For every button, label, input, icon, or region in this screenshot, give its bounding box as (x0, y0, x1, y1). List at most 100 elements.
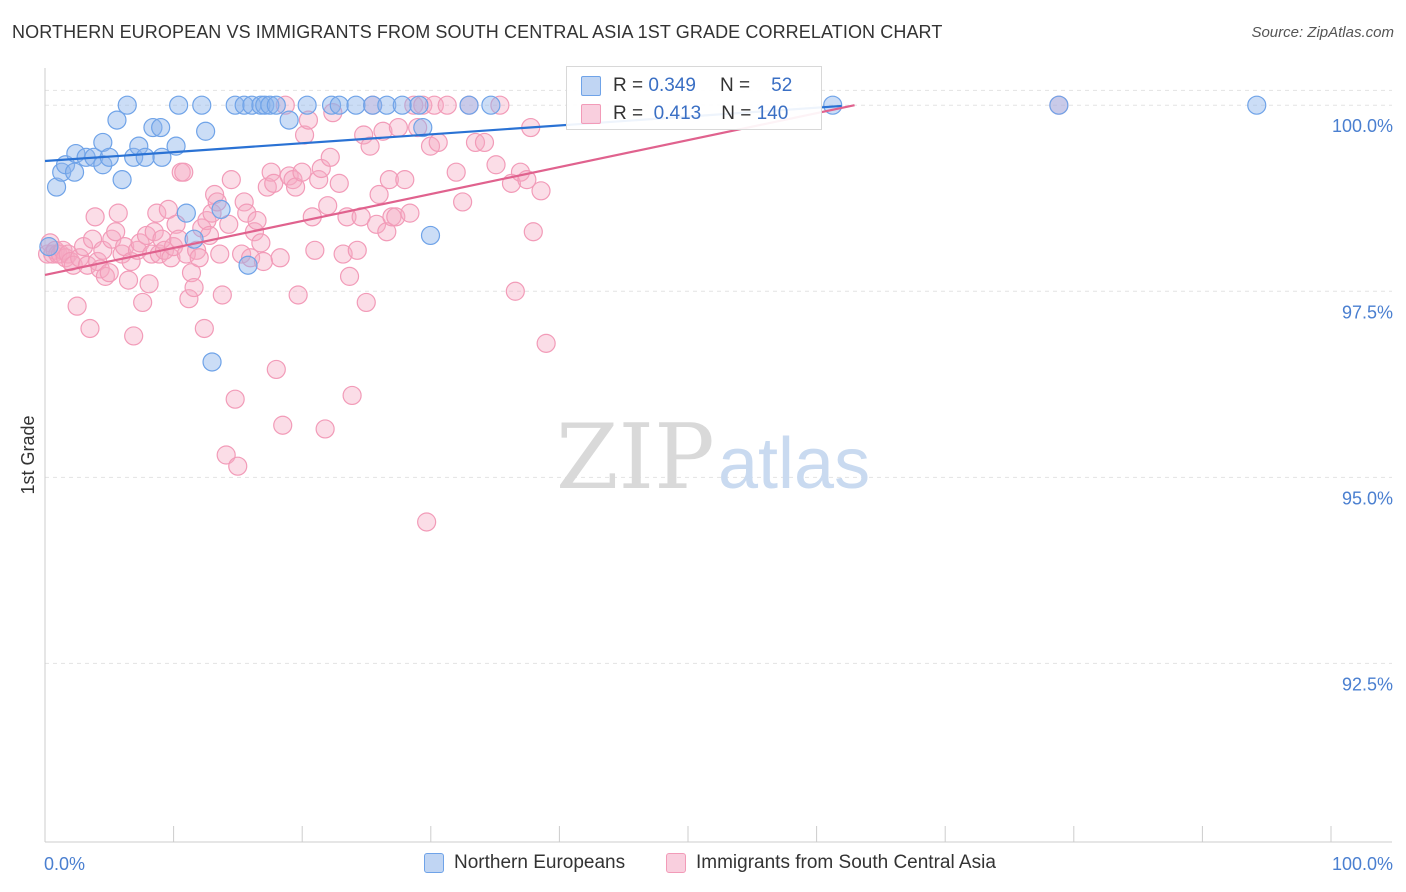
south-central-asia-point (133, 292, 153, 313)
source-label: Source: ZipAtlas.com (1251, 24, 1394, 41)
south-central-asia-point (329, 173, 349, 193)
south-central-asia-point (339, 266, 360, 286)
northern-europeans-point (46, 177, 67, 197)
south-central-asia-point (187, 240, 207, 260)
northern-europeans-point (196, 121, 216, 141)
northern-europeans-point (238, 255, 258, 275)
south-central-asia-point (261, 162, 281, 182)
northern-europeans-point (377, 95, 397, 115)
south-central-asia-point (273, 415, 293, 435)
legend-item-northern-europeans: Northern Europeans (424, 852, 625, 874)
x-tick-label-max: 100.0% (1332, 854, 1393, 874)
south-central-asia-point (174, 162, 194, 182)
south-central-asia-point (108, 203, 128, 223)
south-central-asia-point (347, 240, 367, 260)
south-central-asia-point (408, 117, 428, 138)
south-central-asia-point (395, 170, 415, 190)
northern-europeans-point (211, 199, 231, 220)
south-central-asia-point (333, 244, 353, 264)
south-central-asia-point (342, 385, 362, 406)
y-tick-label: 97.5% (1342, 302, 1393, 322)
y-tick-labels: 92.5% 95.0% 97.5% 100.0% (1332, 116, 1393, 694)
northern-europeans-point (107, 110, 127, 130)
south-central-asia-point (95, 266, 115, 286)
south-central-asia-point (305, 240, 325, 260)
axes (44, 68, 1392, 843)
south-central-asia-point (144, 222, 164, 242)
south-central-asia-point (288, 285, 308, 305)
south-central-asia-point (219, 214, 239, 234)
bottom-legend: Northern Europeans Immigrants from South… (0, 850, 1406, 880)
northern-europeans-point (409, 95, 429, 115)
south-central-asia-point (130, 233, 150, 253)
watermark-atlas: atlas (718, 424, 870, 504)
south-central-asia-point (298, 110, 319, 130)
northern-europeans-point (1247, 95, 1267, 115)
chart-title: NORTHERN EUROPEAN VS IMMIGRANTS FROM SOU… (12, 22, 943, 42)
south-central-asia-point (234, 192, 254, 212)
south-central-asia-point (315, 419, 335, 439)
south-central-asia-point (505, 281, 525, 301)
gridlines (45, 89, 1392, 664)
south-central-asia-point (428, 132, 448, 153)
northern-europeans-point (117, 95, 137, 115)
south-central-asia-point (523, 222, 543, 242)
south-central-asia-point (247, 210, 267, 231)
y-tick-label: 92.5% (1342, 674, 1393, 694)
south-central-asia-point (194, 318, 214, 339)
south-central-asia-point (323, 103, 343, 123)
south-central-asia-point (58, 244, 78, 264)
northern-europeans-point (420, 225, 441, 246)
south-central-asia-point (373, 121, 393, 141)
northern-europeans-point (93, 155, 113, 175)
stats-legend-box: R = 0.349 N = 52 R = 0.413 N = 140 (566, 66, 822, 130)
northern-europeans-point (363, 95, 383, 115)
south-central-asia-trendline (44, 104, 855, 276)
northern-europeans-point (135, 147, 155, 167)
south-central-asia-point (266, 359, 286, 380)
south-central-asia-point (446, 162, 466, 182)
legend-label: Immigrants from South Central Asia (696, 852, 996, 873)
south-central-asia-point (366, 214, 387, 234)
south-central-asia-point (241, 248, 261, 268)
northern-europeans-point (234, 95, 254, 115)
r-label: R = (613, 103, 644, 124)
northern-europeans-point (459, 95, 479, 115)
northern-europeans-point (392, 95, 412, 115)
south-central-asia-point (251, 233, 271, 253)
northern-europeans-point (266, 95, 286, 115)
n-value: 140 (756, 103, 789, 124)
watermark-zip: ZIP (556, 405, 715, 510)
northern-europeans-point (169, 95, 189, 115)
blue-swatch-icon (581, 76, 601, 96)
south-central-asia-point (225, 389, 245, 409)
south-central-asia-point (179, 289, 199, 309)
pink-swatch-icon (666, 853, 686, 873)
south-central-asia-point (474, 132, 495, 153)
northern-europeans-point (329, 95, 349, 115)
south-central-asia-point (453, 192, 473, 212)
south-central-asia-point (139, 274, 159, 294)
x-tick-label-min: 0.0% (44, 854, 85, 874)
northern-europeans-point (413, 117, 433, 138)
south-central-asia-point (184, 277, 204, 298)
south-central-asia-point (124, 326, 144, 346)
south-central-asia-point (53, 240, 73, 260)
south-central-asia-point (400, 203, 420, 223)
r-value: 0.349 (648, 75, 696, 96)
northern-europeans-point (321, 95, 342, 115)
south-central-asia-point (147, 203, 167, 223)
south-central-asia-point (437, 95, 457, 115)
south-central-asia-point (212, 285, 232, 305)
south-central-asia-point (377, 222, 397, 242)
south-central-asia-point (531, 181, 551, 201)
northern-europeans-point (151, 117, 171, 138)
northern-europeans-point (279, 110, 299, 130)
south-central-asia-point (388, 117, 408, 138)
northern-europeans-point (255, 95, 275, 115)
south-central-asia-point (237, 203, 257, 223)
northern-europeans-point (346, 95, 366, 115)
northern-europeans-point (176, 203, 196, 223)
northern-europeans-point (481, 95, 501, 115)
